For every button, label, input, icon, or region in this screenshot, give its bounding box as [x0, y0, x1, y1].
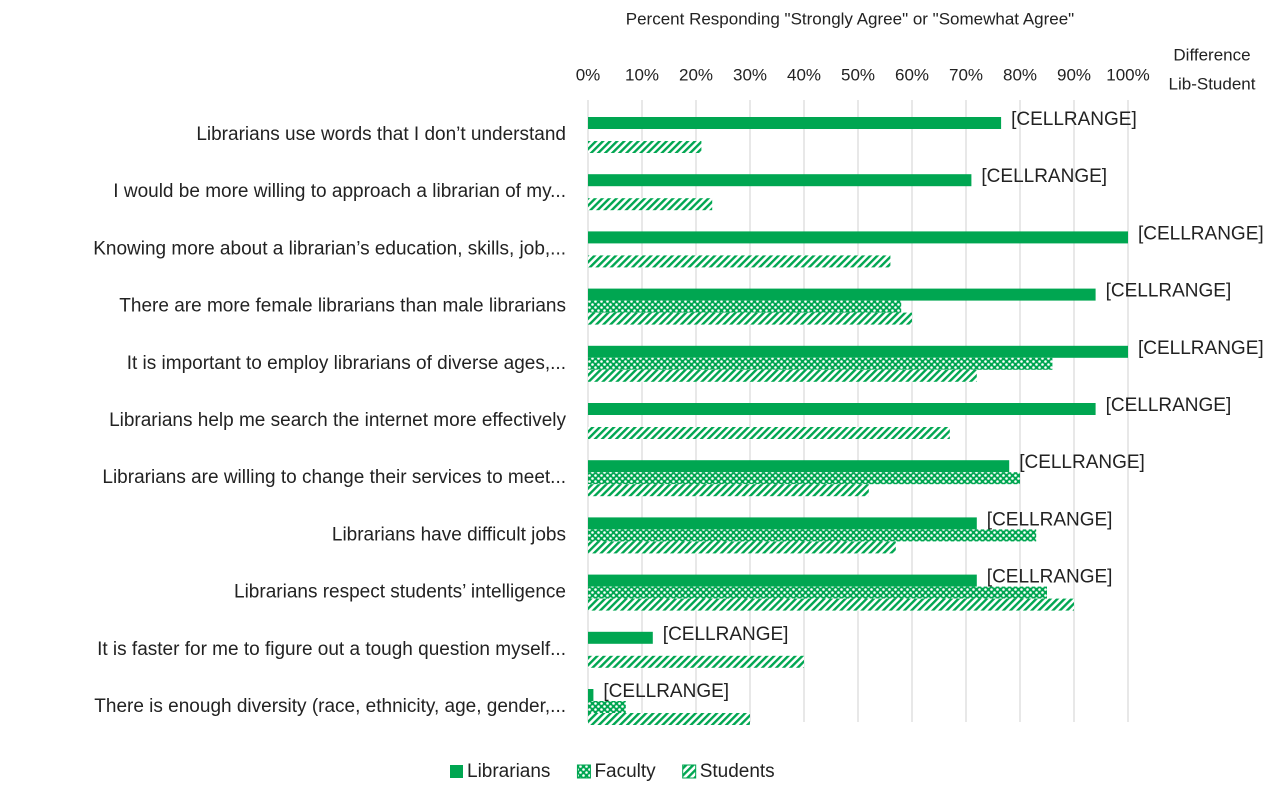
bar: [588, 427, 950, 439]
y-tick-label: It is important to employ librarians of …: [127, 353, 566, 374]
bar: [588, 598, 1074, 611]
bar: [588, 345, 1128, 358]
bar: [588, 689, 594, 701]
bar: [588, 198, 713, 211]
bar: [588, 701, 626, 713]
data-label: [CELLRANGE]: [1138, 223, 1264, 244]
y-tick-label: It is faster for me to figure out a toug…: [97, 639, 566, 660]
data-label: [CELLRANGE]: [1138, 338, 1264, 359]
bar: [588, 300, 902, 313]
bar: [588, 460, 1010, 473]
bar: [588, 529, 1037, 542]
y-tick-label: Librarians use words that I don’t unders…: [196, 124, 566, 145]
bar: [588, 541, 896, 554]
x-tick-label: 90%: [1057, 65, 1091, 84]
data-label: [CELLRANGE]: [981, 166, 1107, 187]
bar: [588, 586, 1047, 599]
column-header: Lib-Student: [1169, 74, 1256, 93]
x-tick-label: 20%: [679, 65, 713, 84]
bar: [588, 369, 977, 382]
x-tick-label: 70%: [949, 65, 983, 84]
y-tick-label: There are more female librarians than ma…: [119, 296, 566, 317]
data-label: [CELLRANGE]: [663, 624, 789, 645]
bar: [588, 117, 1002, 129]
x-tick-label: 80%: [1003, 65, 1037, 84]
bar: [588, 174, 972, 187]
bar: [588, 255, 891, 268]
bar: [588, 631, 653, 644]
bar: [588, 484, 869, 497]
bar: [588, 312, 912, 325]
bar: [588, 655, 804, 668]
bar: [588, 574, 977, 587]
y-tick-label: Librarians help me search the internet m…: [109, 410, 566, 431]
column-header: Difference: [1173, 45, 1250, 64]
data-label: [CELLRANGE]: [1011, 109, 1137, 130]
bar: [588, 472, 1020, 485]
legend-swatch: [450, 765, 463, 778]
bar: [588, 141, 702, 153]
data-label: [CELLRANGE]: [987, 567, 1113, 588]
y-tick-label: Librarians have difficult jobs: [332, 524, 566, 545]
legend-swatch: [682, 764, 697, 779]
bar: [588, 403, 1096, 415]
data-label: [CELLRANGE]: [987, 509, 1113, 530]
bar: [588, 288, 1096, 301]
data-label: [CELLRANGE]: [1019, 452, 1145, 473]
x-tick-label: 30%: [733, 65, 767, 84]
legend-swatch: [576, 764, 591, 779]
x-tick-label: 0%: [576, 65, 601, 84]
bar: [588, 517, 977, 530]
y-tick-label: Knowing more about a librarian’s educati…: [93, 238, 566, 259]
x-tick-label: 50%: [841, 65, 875, 84]
legend-label: Librarians: [467, 761, 550, 782]
bar: [588, 713, 750, 725]
y-tick-label: There is enough diversity (race, ethnici…: [94, 696, 566, 717]
legend-label: Students: [700, 761, 775, 782]
data-label: [CELLRANGE]: [1106, 281, 1232, 302]
y-tick-label: Librarians are willing to change their s…: [102, 467, 566, 488]
y-tick-label: Librarians respect students’ intelligenc…: [234, 582, 566, 603]
x-tick-label: 60%: [895, 65, 929, 84]
bar: [588, 231, 1128, 244]
legend-label: Faculty: [594, 761, 656, 782]
x-tick-label: 40%: [787, 65, 821, 84]
data-label: [CELLRANGE]: [603, 681, 729, 702]
x-axis-title: Percent Responding "Strongly Agree" or "…: [626, 9, 1074, 28]
x-tick-label: 10%: [625, 65, 659, 84]
y-tick-label: I would be more willing to approach a li…: [113, 181, 566, 202]
x-tick-label: 100%: [1106, 65, 1149, 84]
bar: [588, 357, 1053, 370]
data-label: [CELLRANGE]: [1106, 395, 1232, 416]
